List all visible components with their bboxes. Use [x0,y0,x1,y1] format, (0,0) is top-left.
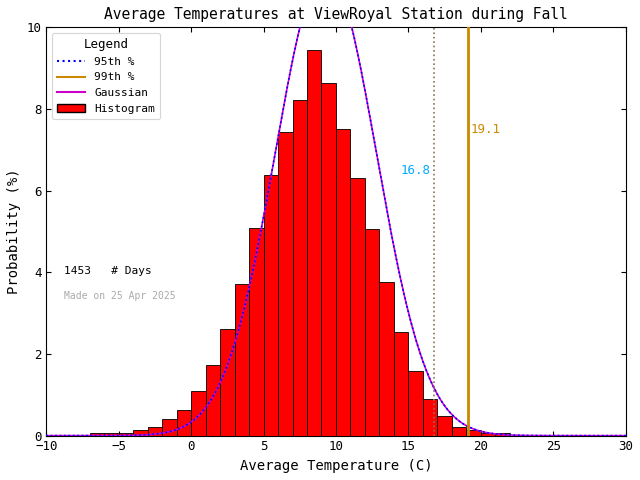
Bar [249,228,264,436]
Bar [162,419,177,436]
Bar [351,178,365,436]
Bar [278,132,292,436]
Text: 1453   # Days: 1453 # Days [64,266,152,276]
Bar [133,430,148,436]
Bar [452,427,467,436]
Bar [321,83,336,436]
Bar [467,430,481,436]
Bar [292,100,307,436]
Bar [481,433,495,436]
Bar [191,391,205,436]
Bar [235,284,249,436]
Bar [307,50,321,436]
Bar [365,229,380,436]
Bar [220,329,235,436]
X-axis label: Average Temperature (C): Average Temperature (C) [239,459,432,473]
Bar [495,433,509,436]
Text: Made on 25 Apr 2025: Made on 25 Apr 2025 [64,291,175,300]
Bar [148,427,162,436]
Text: 19.1: 19.1 [470,123,500,136]
Bar [104,433,119,436]
Bar [336,129,351,436]
Bar [205,365,220,436]
Bar [394,332,408,436]
Bar [264,175,278,436]
Text: 16.8: 16.8 [400,164,430,177]
Y-axis label: Probability (%): Probability (%) [7,168,21,294]
Bar [90,433,104,436]
Bar [177,410,191,436]
Title: Average Temperatures at ViewRoyal Station during Fall: Average Temperatures at ViewRoyal Statio… [104,7,568,22]
Legend: 95th %, 99th %, Gaussian, Histogram: 95th %, 99th %, Gaussian, Histogram [52,33,161,119]
Bar [408,371,423,436]
Bar [423,399,437,436]
Bar [437,416,452,436]
Bar [380,282,394,436]
Bar [119,433,133,436]
